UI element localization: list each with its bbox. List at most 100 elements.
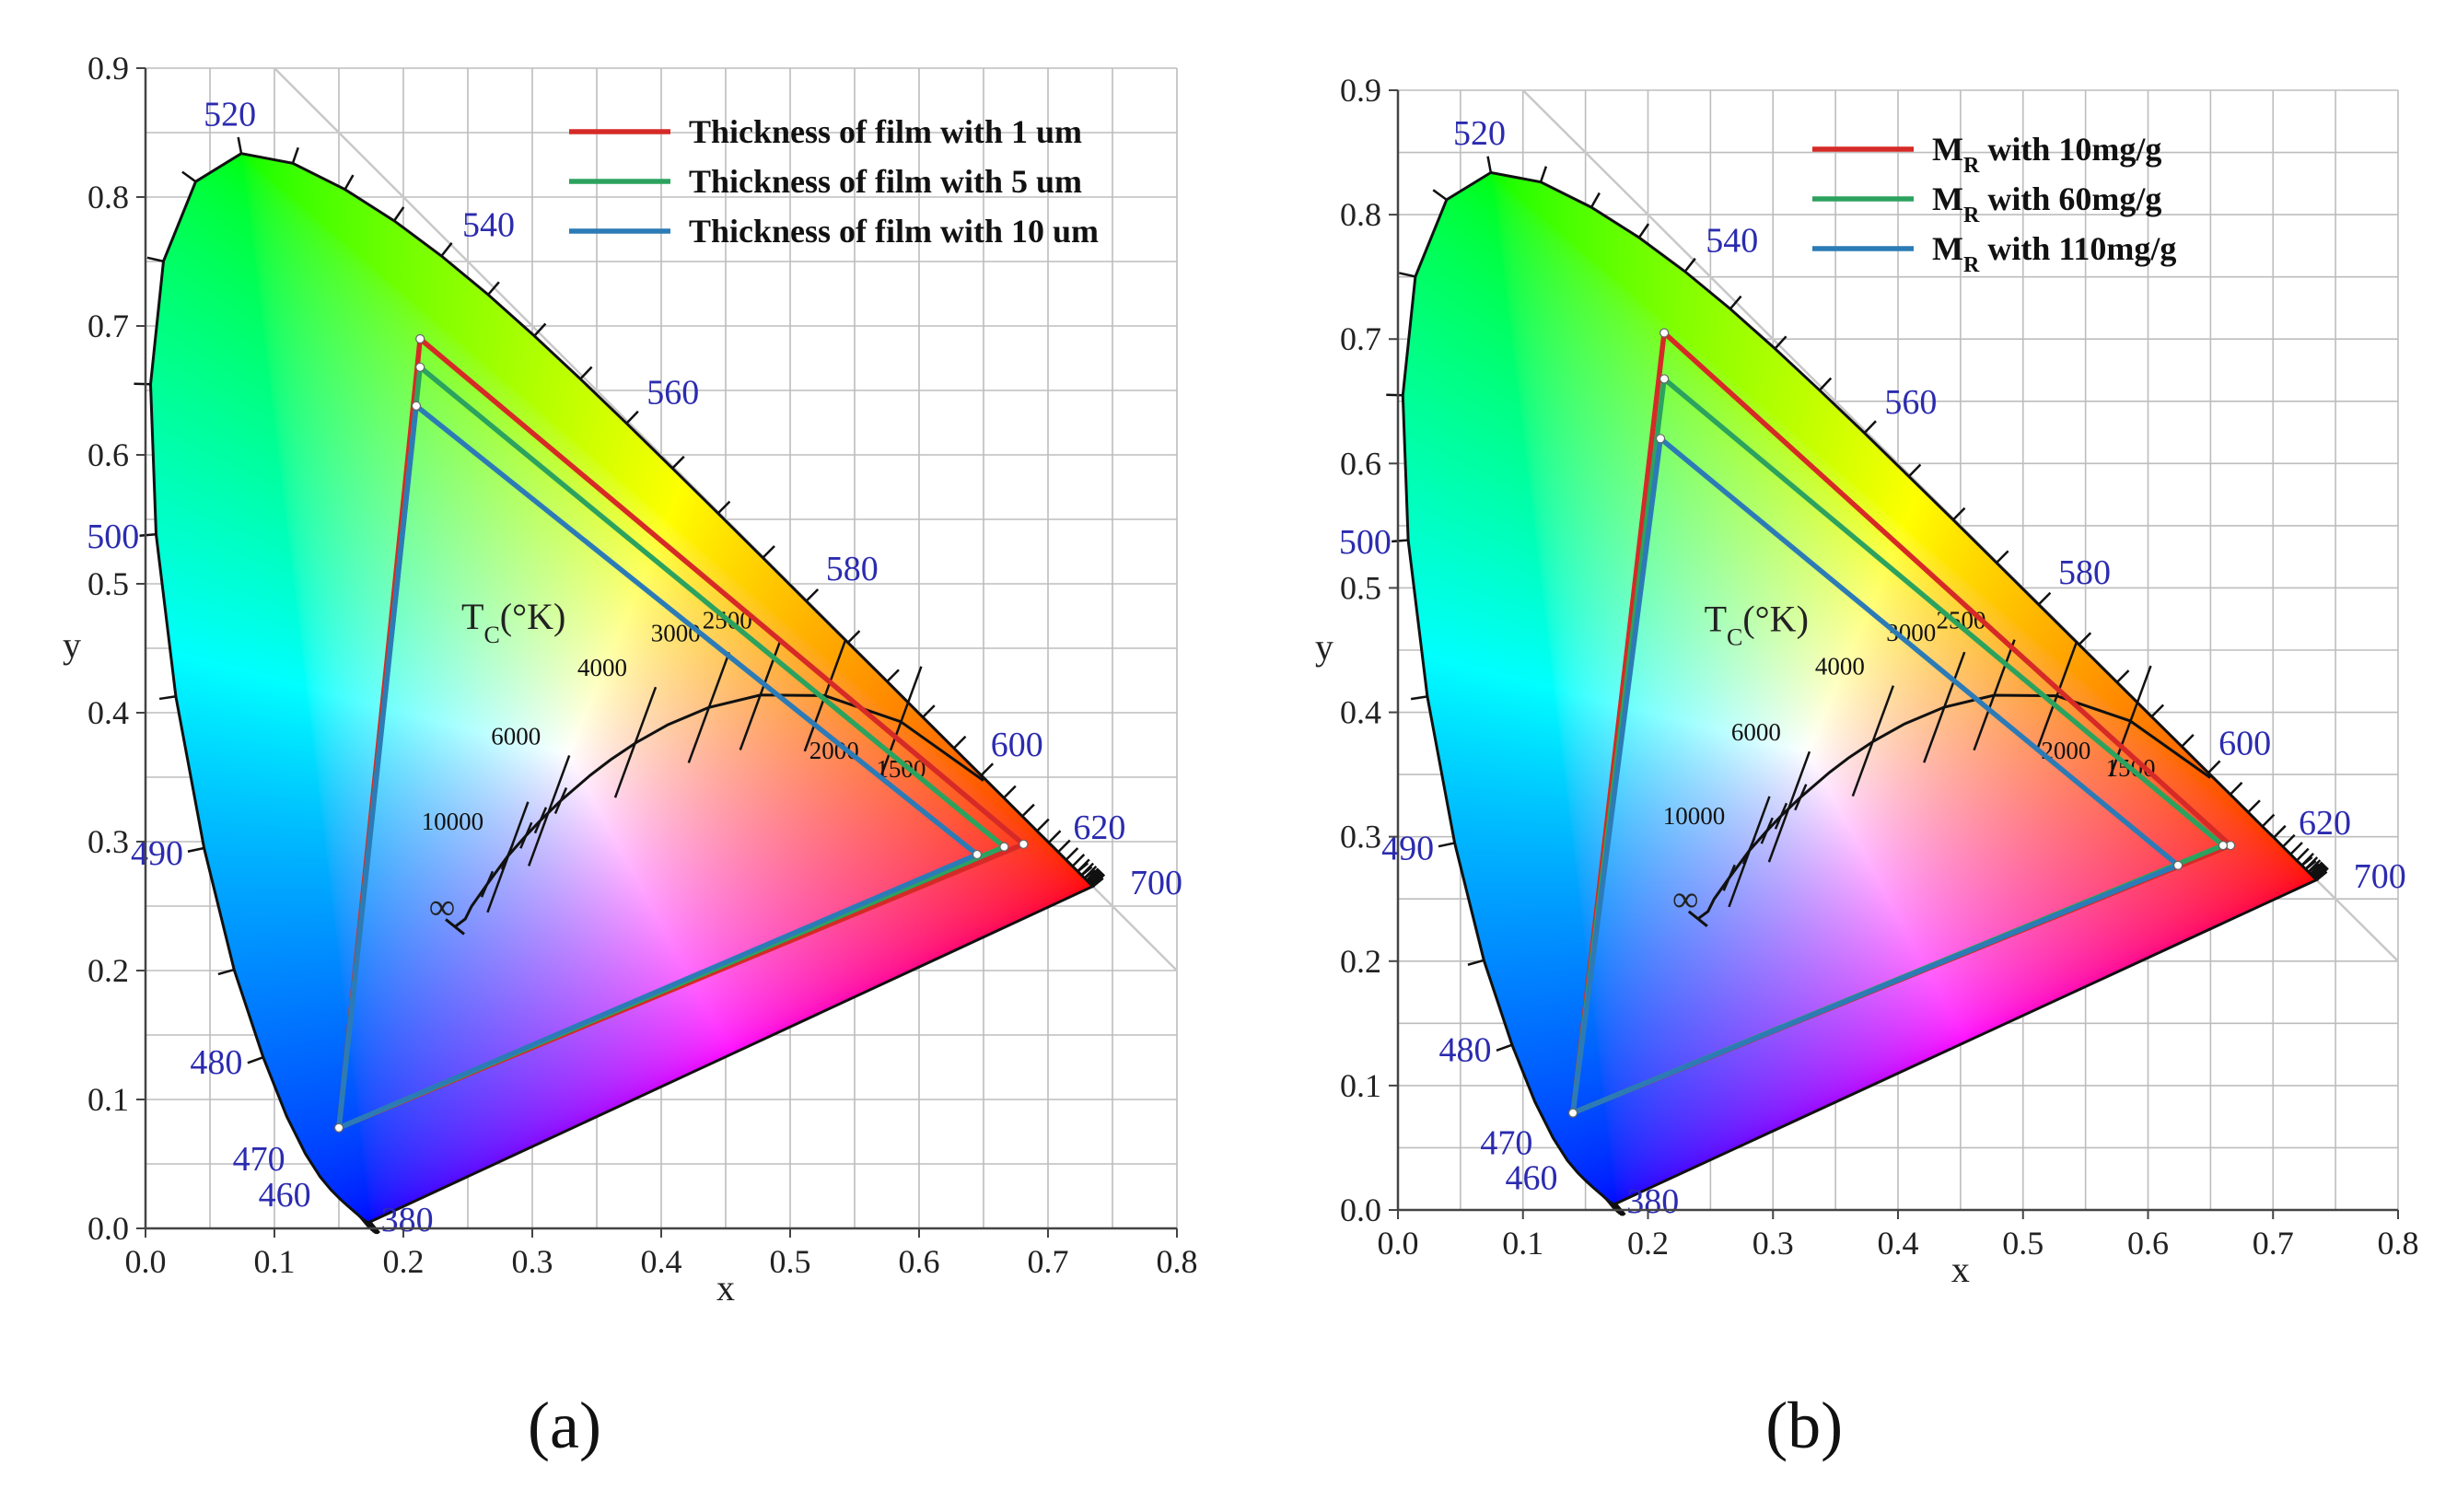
wavelength-tick [1539,166,1548,183]
legend-label-rest: with 60mg/g [1979,180,2161,217]
axes: 0.0 0.1 0.2 0.3 0.4 0.5 0.6 0.7 0.8 0.0 0.1 0.2 0.3 0… [1315,72,2419,1290]
wavelength-tick [181,170,197,183]
x-tick-label: 0.6 [2127,1225,2169,1262]
wavelength-tick [393,206,405,222]
wavelength-tick [2296,847,2310,862]
infinity-label: ∞ [1672,878,1699,920]
series-vertex-point [999,842,1009,852]
wavelength-tick [805,588,820,602]
wavelength-tick [762,545,775,559]
wavelength-tick [1086,870,1098,882]
wavelength-tick [2037,591,2052,606]
legend-label-3: MR with 110mg/g [1932,230,2176,277]
wavelength-label-560: 560 [1884,383,1937,422]
wavelength-tick [1021,803,1035,818]
y-tick-label: 0.4 [1340,694,1381,731]
isotherm-line [803,640,846,752]
wavelength-tick [1003,785,1017,799]
planck-title-rest: (°K) [1742,599,1809,640]
x-tick-label: 0.0 [1378,1225,1419,1262]
planck-temp-label-6000: 6000 [1731,718,1781,746]
y-tick-label: 0.5 [87,565,129,602]
wavelength-tick [2150,704,2165,718]
planck-title-main: T [461,596,483,637]
y-tick-label: 0.0 [1340,1192,1381,1228]
series-group [333,333,1029,1133]
legend-label-rest: with 10mg/g [1979,131,2161,168]
planckian-curve [1696,693,2212,921]
wavelength-tick [359,1215,371,1229]
wavelength-tick [1077,862,1089,873]
planck-temp-label-10000: 10000 [422,808,484,835]
series-vertex-point [411,401,422,411]
wavelength-tick [1951,506,1966,521]
wavelength-tick [1637,223,1650,238]
planck-temp-label-4000: 4000 [1815,653,1865,680]
wavelength-tick [1080,866,1093,877]
wavelength-tick [1047,830,1062,843]
wavelength-tick [1057,839,1071,854]
wavelength-tick [2273,824,2287,839]
wavelength-tick [1399,272,1416,278]
wavelength-label-470: 470 [233,1140,285,1179]
planck-minor-tick [533,807,548,834]
planck-minor-tick [500,843,515,870]
wavelength-tick [980,762,995,776]
wavelength-label-560: 560 [646,373,699,412]
planck-minor-tick [480,870,495,898]
series-vertex-point [1655,434,1666,444]
series-vertex-point [2218,841,2229,851]
wavelength-label-460: 460 [1505,1158,1557,1197]
legend: MR with 10mg/gMR with 60mg/gMR with 110m… [1812,131,2176,277]
panel-label: (a) [528,1389,601,1462]
wavelength-tick [533,322,547,337]
wavelength-tick [237,136,243,154]
wavelength-tick [671,455,685,470]
legend-label-1: Thickness of film with 1 um [689,113,1082,150]
wavelength-tick [146,256,164,262]
wavelength-tick [344,174,355,191]
x-tick-label: 0.6 [899,1243,940,1280]
x-tick-label: 0.8 [2378,1225,2419,1262]
legend-label-main: M [1932,131,1963,168]
wavelength-tick [1036,818,1050,832]
planck-title-rest: (°K) [500,596,566,637]
wavelength-tick [2300,855,2313,866]
wavelength-label-380: 380 [381,1201,434,1239]
wavelength-tick [1683,257,1696,273]
wavelength-tick [1065,847,1079,861]
x-tick-label: 0.5 [770,1243,811,1280]
panel-label: (b) [1765,1389,1843,1462]
wavelength-label-380: 380 [1626,1182,1679,1221]
wavelength-tick [2181,734,2195,748]
wavelength-tick [886,669,900,683]
wavelength-tick [2282,833,2296,848]
wavelength-tick [2310,865,2322,876]
y-tick-label: 0.3 [87,823,129,860]
wavelength-tick [440,242,453,257]
planck-title-main: T [1705,599,1727,640]
y-tick-label: 0.0 [87,1210,129,1247]
wavelength-label-620: 620 [1073,808,1125,847]
wavelength-label-700: 700 [1130,864,1182,902]
wavelength-tick [158,694,177,701]
y-tick-label: 0.7 [87,308,129,344]
x-tick-label: 0.1 [1502,1225,1543,1262]
wavelength-ticks [1386,156,2329,1216]
legend: Thickness of film with 1 um Thickness of … [569,113,1099,250]
wavelength-label-490: 490 [1381,829,1434,867]
planck-temp-label-10000: 10000 [1663,802,1726,830]
wavelength-label-520: 520 [204,95,256,134]
wavelength-tick [846,630,861,644]
legend-label-rest: with 110mg/g [1979,230,2176,267]
wavelength-tick [1071,854,1086,867]
wavelength-tick [1410,695,1428,701]
series-vertex-point [415,333,425,344]
series-vertex-point [333,1122,344,1133]
x-tick-label: 0.3 [1753,1225,1794,1262]
wavelength-tick [1432,189,1448,201]
wavelength-tick [1438,842,1455,848]
